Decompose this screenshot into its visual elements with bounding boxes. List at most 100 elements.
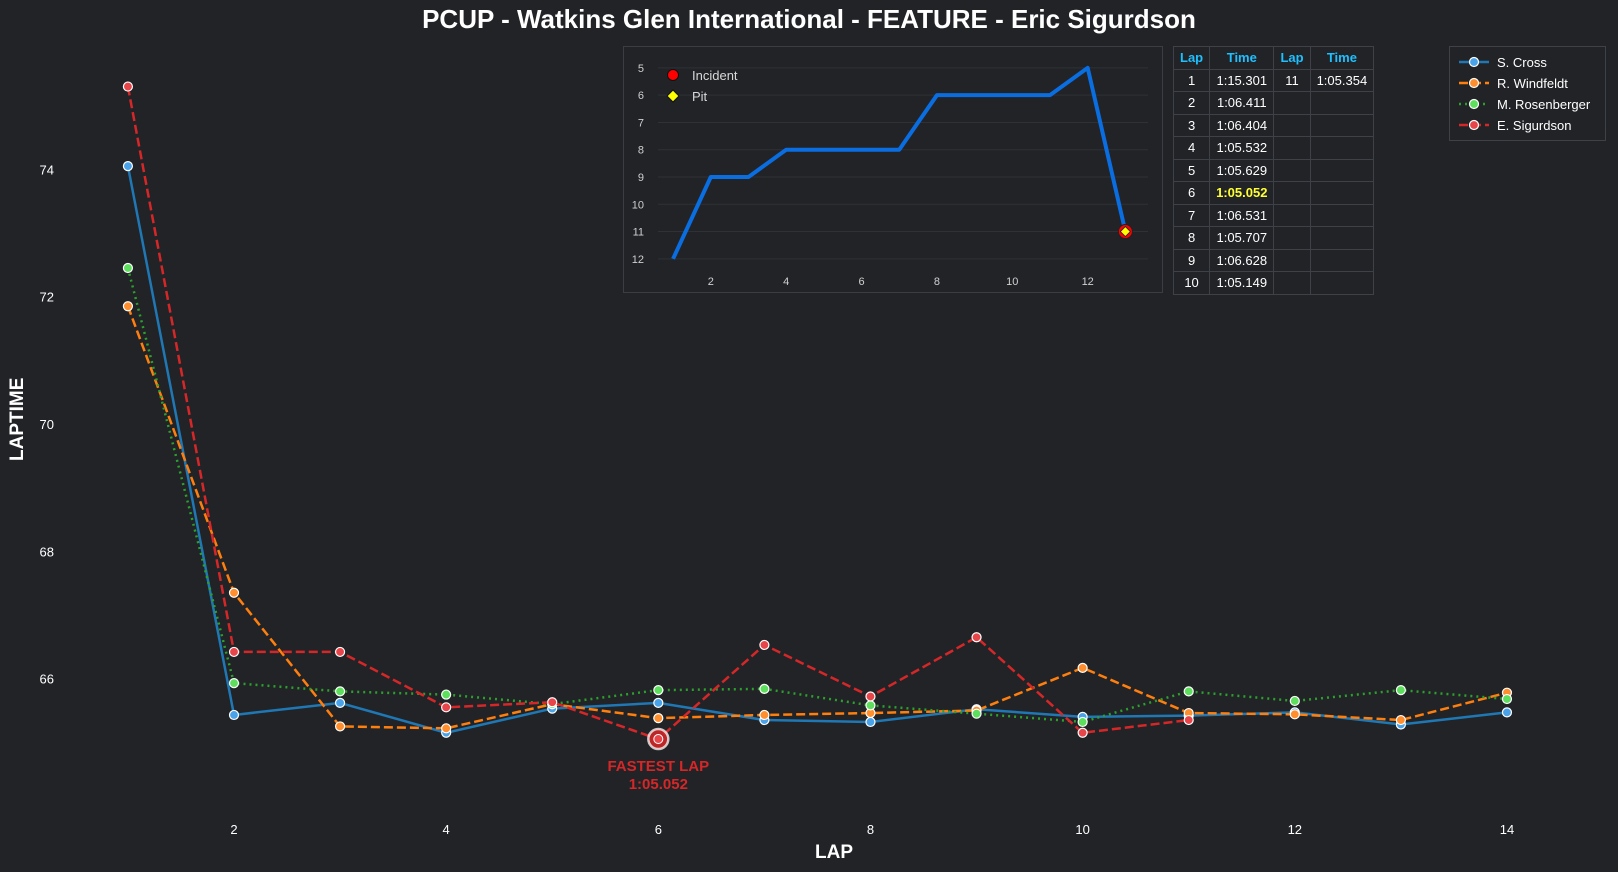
y-tick-label: 68 bbox=[40, 544, 54, 559]
lap-table-cell: 1:05.149 bbox=[1209, 271, 1275, 295]
y-tick-label: 70 bbox=[40, 417, 54, 432]
lap-table-cell bbox=[1309, 271, 1375, 295]
position-legend-label: Pit bbox=[692, 89, 708, 104]
lap-time-table: Lap Time Lap Time 1 1:15.301 11 1:05.354 2 1:06.… bbox=[1172, 46, 1375, 295]
lap-table-cell bbox=[1309, 136, 1375, 160]
data-point bbox=[759, 683, 770, 694]
position-x-tick: 4 bbox=[783, 276, 789, 288]
lap-table-cell bbox=[1309, 158, 1375, 182]
data-point bbox=[1289, 709, 1300, 720]
fastest-lap-time: 1:05.052 bbox=[629, 776, 688, 793]
position-y-tick: 10 bbox=[632, 199, 644, 211]
data-point bbox=[1077, 662, 1088, 673]
data-point bbox=[1183, 686, 1194, 697]
lap-table-cell: 1:06.411 bbox=[1209, 91, 1275, 115]
data-point bbox=[1501, 707, 1513, 718]
lap-table-row: 2 1:06.411 bbox=[1172, 91, 1375, 115]
chart-title: PCUP - Watkins Glen International - FEAT… bbox=[422, 4, 1196, 34]
lap-table-cell: 1 bbox=[1172, 68, 1211, 92]
data-point bbox=[653, 697, 664, 708]
position-legend-label: Incident bbox=[692, 68, 738, 83]
legend-label: R. Windfeldt bbox=[1497, 76, 1568, 91]
data-point bbox=[1395, 685, 1406, 696]
position-y-tick: 5 bbox=[638, 63, 644, 75]
lap-table-cell bbox=[1273, 136, 1311, 160]
position-x-tick: 6 bbox=[858, 276, 864, 288]
data-point bbox=[334, 721, 346, 732]
lap-table-row: 1 1:15.301 11 1:05.354 bbox=[1172, 68, 1375, 92]
lap-table-row: 10 1:05.149 bbox=[1172, 271, 1375, 295]
lap-table-row: 3 1:06.404 bbox=[1172, 113, 1375, 137]
data-point bbox=[1289, 695, 1300, 707]
lap-table-cell bbox=[1273, 158, 1311, 182]
data-point bbox=[971, 632, 982, 643]
lap-table-header-cell: Time bbox=[1309, 46, 1375, 70]
data-point bbox=[441, 723, 452, 734]
incident-legend-icon bbox=[667, 69, 679, 81]
data-point bbox=[547, 697, 558, 708]
position-line bbox=[671, 65, 1128, 260]
lap-table-cell bbox=[1273, 248, 1311, 272]
lap-table-header-cell: Lap bbox=[1172, 46, 1211, 70]
data-point bbox=[865, 691, 876, 702]
lap-table-cell bbox=[1273, 226, 1311, 250]
lap-table-cell: 3 bbox=[1172, 113, 1211, 137]
lap-table-cell: 4 bbox=[1172, 136, 1211, 160]
data-point bbox=[334, 697, 346, 708]
lap-table-cell: 1:05.707 bbox=[1209, 226, 1275, 250]
data-point bbox=[653, 713, 664, 724]
x-axis-label: LAP bbox=[815, 842, 853, 863]
lap-table-header-cell: Time bbox=[1209, 46, 1275, 70]
data-point bbox=[759, 709, 770, 721]
data-point bbox=[228, 709, 240, 721]
pit-legend-icon bbox=[666, 89, 680, 103]
data-point bbox=[122, 161, 134, 172]
lap-table-body: 1 1:15.301 11 1:05.354 2 1:06.411 3 1:06.404 4 1:… bbox=[1172, 68, 1375, 295]
lap-table-row: 7 1:06.531 bbox=[1172, 203, 1375, 227]
data-point bbox=[1395, 714, 1406, 726]
x-tick-label: 12 bbox=[1288, 822, 1302, 837]
position-x-tick: 12 bbox=[1082, 276, 1094, 288]
lap-table-cell bbox=[1309, 203, 1375, 227]
lap-table-cell: 1:15.301 bbox=[1209, 68, 1275, 92]
data-point bbox=[1077, 727, 1088, 738]
legend-entry: R. Windfeldt bbox=[1450, 73, 1605, 94]
legend-entry: M. Rosenberger bbox=[1450, 94, 1605, 115]
series-line bbox=[126, 305, 1508, 730]
chart-legend: S. Cross R. Windfeldt M. Rosenberger E. Sig… bbox=[1449, 46, 1606, 141]
lap-table-cell bbox=[1309, 226, 1375, 250]
lap-table-cell: 7 bbox=[1172, 203, 1211, 227]
x-tick-label: 14 bbox=[1500, 822, 1514, 837]
position-y-tick: 9 bbox=[638, 172, 644, 184]
legend-label: E. Sigurdson bbox=[1497, 118, 1572, 133]
lap-table-cell: 5 bbox=[1172, 158, 1211, 182]
legend-entry: E. Sigurdson bbox=[1450, 115, 1605, 136]
lap-table-cell: 1:05.629 bbox=[1209, 158, 1275, 182]
position-chart: 5 6 7 8 9 10 11 12 2 4 6 8 10 12 Incident Pit bbox=[623, 46, 1163, 293]
lap-table-cell bbox=[1309, 248, 1375, 272]
lap-table-cell bbox=[1273, 91, 1311, 115]
position-chart-svg: 5 6 7 8 9 10 11 12 2 4 6 8 10 12 Incident Pit bbox=[632, 63, 1148, 288]
y-tick-label: 66 bbox=[40, 672, 54, 687]
lap-table-row: 8 1:05.707 bbox=[1172, 226, 1375, 250]
lap-table-cell: 1:06.531 bbox=[1209, 203, 1275, 227]
x-axis-ticks: 2 4 6 8 10 12 14 bbox=[230, 822, 1514, 837]
series-r-windfeldt bbox=[122, 301, 1513, 734]
lap-table-cell bbox=[1273, 271, 1311, 295]
lap-table-cell: 10 bbox=[1172, 271, 1211, 295]
data-point bbox=[334, 686, 346, 697]
legend-swatch bbox=[1459, 98, 1489, 110]
data-point bbox=[122, 301, 134, 312]
lap-table-cell bbox=[1309, 181, 1375, 205]
legend-label: S. Cross bbox=[1497, 55, 1547, 70]
lap-table-cell: 8 bbox=[1172, 226, 1211, 250]
lap-table-cell: 1:06.404 bbox=[1209, 113, 1275, 137]
lap-table-cell bbox=[1273, 181, 1311, 205]
lap-table-cell bbox=[1273, 203, 1311, 227]
lap-table-cell: 11 bbox=[1273, 68, 1311, 92]
position-x-tick: 10 bbox=[1006, 276, 1018, 288]
data-point bbox=[122, 262, 134, 274]
lap-table-cell bbox=[1309, 113, 1375, 137]
